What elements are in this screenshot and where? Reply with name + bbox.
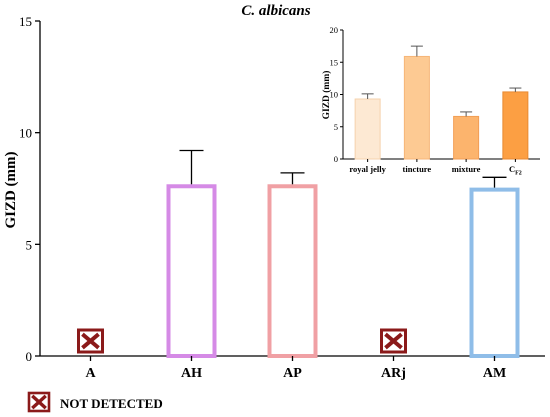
red-x-box-icon <box>27 391 51 413</box>
x-tick-label: AM <box>483 366 506 381</box>
error-bar-AP <box>280 172 305 185</box>
x-tick-label: A <box>85 366 96 381</box>
y-tick-label: 0 <box>26 349 33 364</box>
inset-x-ticks: royal jelly tincture mixture CF2 <box>349 159 522 177</box>
legend: NOT DETECTED <box>27 391 163 413</box>
inset-y-ticks: 0 5 10 15 20 <box>330 25 343 164</box>
y-axis-label: GIZD (mm) <box>3 151 19 228</box>
bar-AH <box>166 184 217 358</box>
inset-error-bar <box>460 111 473 117</box>
inset-bar-C <box>502 91 529 160</box>
inset-bar-royal-jelly <box>354 98 381 160</box>
x-tick-label: AH <box>181 366 202 381</box>
inset-bar-mixture <box>453 115 480 160</box>
bar-AM <box>469 187 520 358</box>
inset-y-axis-label: GIZD (mm) <box>321 71 332 120</box>
inset-error-bar <box>410 45 423 57</box>
inset-y-tick-label: 10 <box>330 90 339 100</box>
main-plot-area: GIZD (mm) <box>3 21 545 357</box>
bars <box>77 149 520 358</box>
x-ticks: A AH AP ARj AM <box>85 356 506 381</box>
inset-bar-tincture <box>403 55 430 160</box>
x-tick-label: AP <box>283 366 302 381</box>
inset-y-tick-label: 20 <box>330 25 339 35</box>
not-detected-icon <box>380 328 407 354</box>
inset-x-tick-label: CF2 <box>509 164 522 177</box>
bar-AP <box>267 184 318 358</box>
x-tick-label: ARj <box>381 366 406 381</box>
y-tick-label: 10 <box>19 126 32 141</box>
error-bar-AM <box>482 176 507 188</box>
inset-x-tick-label: royal jelly <box>349 164 386 174</box>
inset-x-tick-label: mixture <box>452 164 481 174</box>
legend-label: NOT DETECTED <box>60 396 163 411</box>
inset-y-tick-label: 5 <box>334 122 338 132</box>
error-bar-AH <box>179 149 204 185</box>
inset-error-bar <box>509 87 522 92</box>
inset-bars <box>354 45 529 160</box>
inset-error-bar <box>361 93 374 100</box>
inset-x-tick-label: tincture <box>403 164 432 174</box>
y-ticks: 0 5 10 15 <box>19 14 40 364</box>
chart-title: C. albicans <box>241 3 310 19</box>
y-tick-label: 15 <box>19 14 32 29</box>
not-detected-icon <box>77 328 104 354</box>
y-tick-label: 5 <box>26 237 33 252</box>
inset-y-tick-label: 15 <box>330 57 339 67</box>
inset-y-tick-label: 0 <box>334 154 338 164</box>
